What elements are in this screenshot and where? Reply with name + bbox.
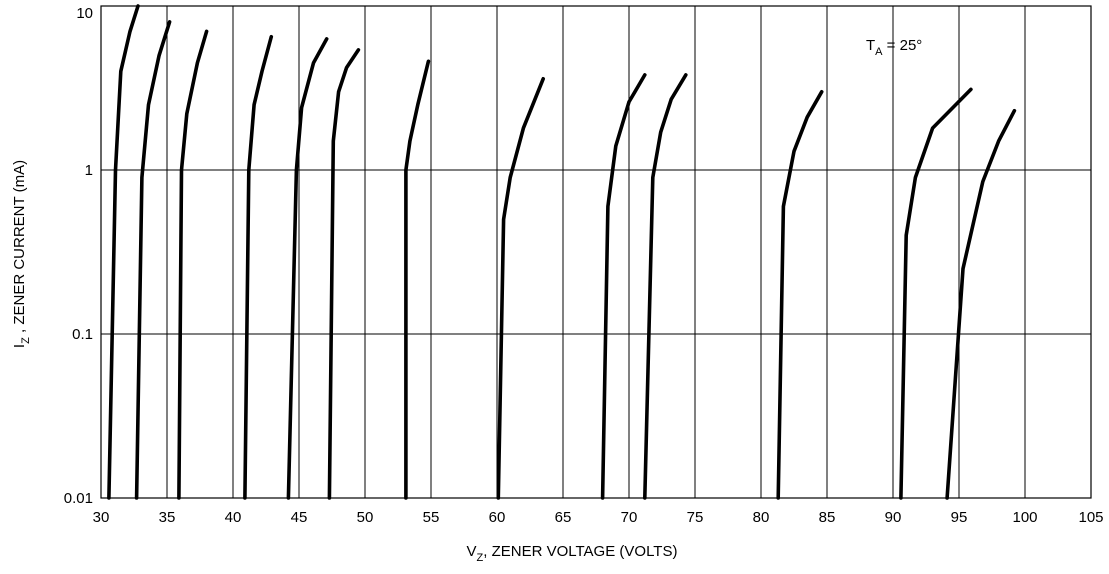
zener-curve-3: [177, 29, 209, 500]
zener-curve-12: [899, 87, 973, 500]
x-tick-label: 80: [753, 509, 770, 526]
zener-curve-4: [243, 34, 274, 500]
zener-curve-6: [327, 48, 361, 500]
plot-frame: [100, 5, 1092, 499]
y-tick-label: 1: [85, 162, 93, 179]
y-tick-labels: 0.01 0.1 1 10: [64, 5, 93, 507]
x-tick-label: 65: [555, 509, 572, 526]
zener-curve-10: [643, 73, 688, 500]
x-axis-label: VZ, ZENER VOLTAGE (VOLTS): [467, 543, 678, 564]
x-tick-label: 100: [1012, 509, 1037, 526]
zener-curve-9: [600, 73, 647, 500]
zener-curve-13: [945, 108, 1017, 500]
y-tick-label: 0.01: [64, 490, 93, 507]
zener-curve-7: [404, 59, 431, 500]
temperature-annotation: TA = 25°: [866, 37, 922, 58]
y-tick-label: 10: [76, 5, 93, 22]
zener-curve-1: [107, 4, 140, 500]
x-tick-label: 90: [885, 509, 902, 526]
x-tick-label: 40: [225, 509, 242, 526]
x-tick-label: 70: [621, 509, 638, 526]
x-tick-label: 35: [159, 509, 176, 526]
x-tick-label: 95: [951, 509, 968, 526]
y-axis-label: IZ , ZENER CURRENT (mA): [11, 160, 32, 348]
zener-curves: [107, 4, 1017, 500]
zener-curve-8: [496, 77, 545, 500]
x-tick-label: 105: [1078, 509, 1103, 526]
x-tick-labels: 30 35 40 45 50 55 60 65 70 75 80 85 90 95 100 105: [93, 509, 1104, 526]
x-tick-label: 45: [291, 509, 308, 526]
x-tick-label: 75: [687, 509, 704, 526]
x-tick-label: 30: [93, 509, 110, 526]
zener-curve-2: [134, 20, 172, 500]
zener-curve-11: [776, 90, 824, 500]
x-tick-label: 55: [423, 509, 440, 526]
x-tick-label: 50: [357, 509, 374, 526]
zener-curve-5: [286, 37, 329, 500]
x-tick-label: 60: [489, 509, 506, 526]
y-tick-label: 0.1: [72, 326, 93, 343]
x-tick-label: 85: [819, 509, 836, 526]
